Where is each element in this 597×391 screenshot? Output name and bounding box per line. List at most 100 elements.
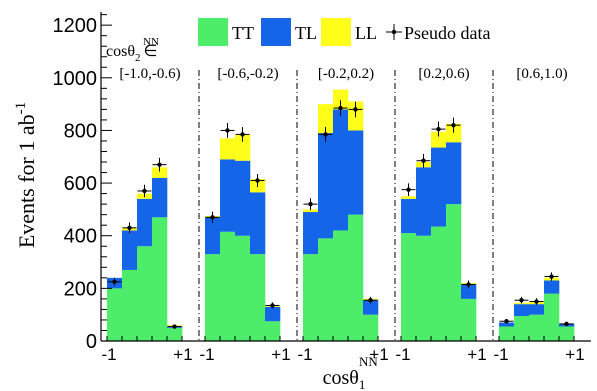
bar-tl-p2-b3 [235,160,251,236]
bar-tt-p2-b5 [265,321,281,341]
legend-swatch-tt [198,18,228,46]
pseudo-data-point-p3-b3 [333,100,348,116]
x-tick-label-right-p3: +1 [369,345,388,364]
pseudo-data-point-p1-b4 [152,157,167,172]
panel-label-1: [-1.0,-0.6) [119,66,180,82]
x-tick-label-left-p2: -1 [199,345,214,364]
bar-tl-p2-b4 [250,192,266,255]
x-tick-label-left-p3: -1 [297,345,312,364]
panel-label-3: [-0.2,0.2) [318,66,374,82]
bar-tl-p4-b4 [446,142,462,205]
legend: TT TL LL Pseudo data [198,18,490,46]
legend-swatch-tl [261,18,291,46]
bar-tt-p1-b4 [152,217,168,341]
bar-tl-p1-b4 [152,177,168,218]
bar-tt-p2-b2 [220,231,236,341]
y-tick-label-800: 800 [64,120,97,142]
bar-tl-p5-b1 [499,322,515,327]
pseudo-data-point-p3-b2 [318,127,333,142]
pseudo-data-point-p4-b2 [416,153,431,168]
bar-ll-p4-b3 [431,131,447,148]
pseudo-data-point-p3-b5 [363,296,378,304]
bar-tt-p4-b4 [446,204,462,341]
bar-tt-p5-b1 [499,326,515,341]
bar-tl-p1-b3 [137,198,153,247]
bar-ll-p3-b2 [318,104,334,134]
pseudo-data-point-p1-b3 [137,184,152,198]
pseudo-data-point-p5-b2 [514,296,529,304]
pseudo-data-point-p5-b5 [559,321,574,327]
bar-tt-p3-b5 [363,314,379,341]
y-tick-label-600: 600 [64,173,97,195]
x-tick-label-right-p1: +1 [173,345,192,364]
bar-tt-p5-b5 [559,326,575,341]
bar-ll-p2-b2 [220,138,236,160]
bar-tt-p2-b3 [235,235,251,341]
bar-tt-p4-b2 [416,235,432,341]
legend-label-tt: TT [232,23,254,43]
pseudo-data-point-p3-b4 [348,101,363,118]
bar-tt-p2-b4 [250,254,266,341]
pseudo-data-point-p2-b5 [265,302,280,309]
pseudo-data-point-p3-b1 [303,198,318,211]
bar-ll-p4-b4 [446,123,462,143]
bar-tl-p2-b2 [220,159,236,232]
x-tick-label-left-p5: -1 [493,345,508,364]
pseudo-data-point-p4-b3 [431,121,446,137]
bar-tl-p2-b5 [265,306,281,322]
bar-tt-p5-b4 [544,293,560,341]
legend-marker-data-dot [391,29,397,35]
bar-tl-p3-b5 [363,300,379,315]
bar-tl-p4-b1 [401,198,417,234]
bar-tt-p4-b1 [401,233,417,341]
x-tick-label-left-p4: -1 [395,345,410,364]
bar-ll-p2-b3 [235,134,251,161]
y-tick-label-1000: 1000 [53,68,98,90]
bar-ll-p1-b4 [152,167,168,178]
panel-label-2: [-0.6,-0.2) [217,66,278,82]
bar-tl-p3-b1 [303,212,319,255]
x-tick-label-right-p5: +1 [565,345,584,364]
pseudo-data-point-p5-b3 [529,298,544,305]
bar-tt-p2-b1 [205,254,221,341]
bar-tt-p3-b2 [318,238,334,341]
panel-variable-label: cosθ2 ∈ [106,43,157,64]
bar-tt-p3-b4 [348,214,364,341]
y-tick-label-0: 0 [86,331,97,353]
bar-tt-p1-b1 [107,288,123,341]
bar-tt-p5-b3 [529,314,545,341]
bar-ll-p3-b3 [333,89,349,110]
x-axis-label: cosθ1 [323,367,366,391]
panel-dividers [198,70,494,341]
bar-tt-p3-b3 [333,230,349,341]
bar-tl-p5-b3 [529,304,545,315]
bar-tl-p2-b1 [205,217,221,255]
bar-tl-p4-b3 [431,147,447,227]
bar-tl-p4-b5 [461,284,477,299]
bar-tl-p3-b4 [348,130,364,215]
pseudo-data-point-p2-b1 [205,211,220,224]
pseudo-data-point-p5-b4 [544,272,559,281]
pseudo-data-point-p1-b1 [107,277,122,286]
bar-tl-p5-b2 [514,304,530,316]
bar-tt-p1-b3 [137,246,153,341]
pseudo-data-layer [107,100,574,329]
bar-tt-p4-b3 [431,226,447,341]
bar-tt-p3-b1 [303,254,319,341]
pseudo-data-point-p1-b2 [122,222,137,234]
bar-tt-p1-b2 [122,269,138,341]
bars-layer [107,89,575,341]
pseudo-data-point-p4-b5 [461,280,476,289]
bar-tt-p5-b2 [514,315,530,341]
bar-ll-p4-b1 [401,196,417,199]
pseudo-data-point-p2-b4 [250,173,265,187]
pseudo-data-point-p5-b1 [499,318,514,324]
bar-tt-p1-b5 [167,327,183,341]
bar-tl-p1-b2 [122,230,138,270]
bar-ll-p3-b1 [303,209,319,213]
legend-label-ll: LL [355,23,377,43]
tick-labels: -1 +1 -1 +1 -1 +1 -1 +1 -1 +1 0 200 400 600 800 1000 120… [53,15,585,364]
panel-variable-label-superscript: NN [143,36,159,48]
panel-label-4: [0.2,0.6) [418,66,469,82]
